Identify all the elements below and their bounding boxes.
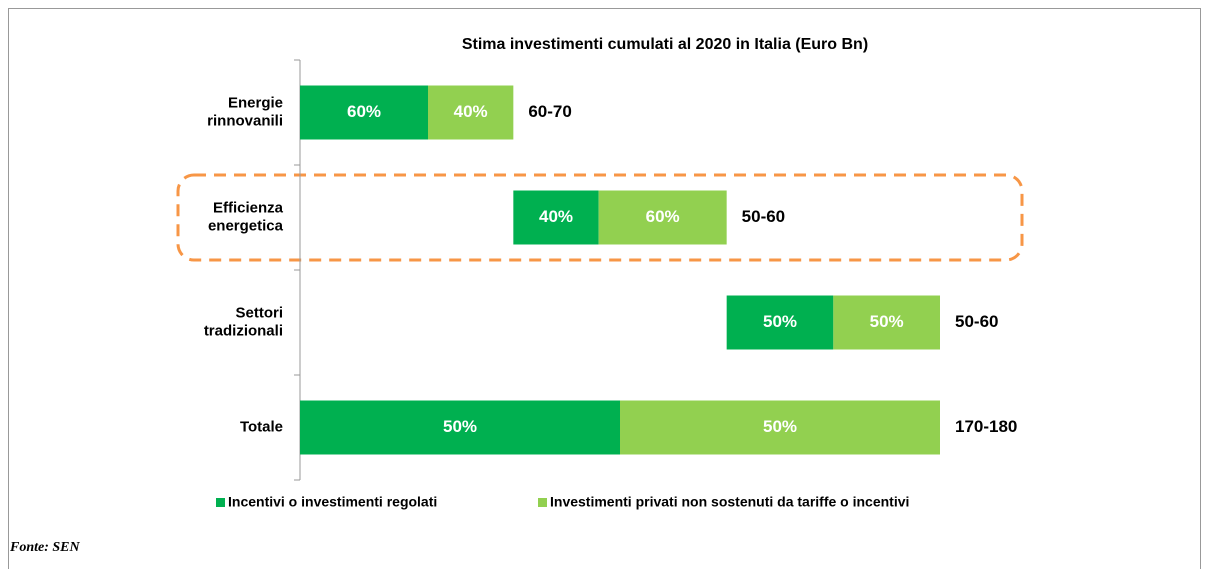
chart-title: Stima investimenti cumulati al 2020 in I… <box>462 36 868 53</box>
highlight-box <box>176 173 1024 262</box>
bar-segment <box>428 85 514 140</box>
bar-segment <box>300 400 620 455</box>
category-line: energetica <box>208 217 284 234</box>
legend-label: Investimenti privati non sostenuti da ta… <box>550 494 909 510</box>
category-line: tradizionali <box>204 322 283 339</box>
value-label: 40% <box>539 207 573 226</box>
category-label: Efficienza energetica <box>208 199 284 234</box>
legend-swatch <box>538 498 547 507</box>
category-line: rinnovanili <box>207 112 283 129</box>
value-label: 50% <box>763 417 797 436</box>
value-label: 50% <box>443 417 477 436</box>
bar-segment <box>513 190 599 245</box>
legend-label: Incentivi o investimenti regolati <box>228 494 437 510</box>
range-label: 50-60 <box>955 312 998 331</box>
frame <box>8 8 1201 569</box>
bar-segment <box>620 400 940 455</box>
value-label: 40% <box>454 102 488 121</box>
category-line: Settori <box>235 304 283 321</box>
bar-segment <box>726 295 834 350</box>
category-line: Energie <box>228 94 283 111</box>
category-label: Energie rinnovanili <box>207 94 283 129</box>
range-label: 170-180 <box>955 417 1017 436</box>
bar-segment <box>833 295 940 350</box>
source: Fonte: SEN <box>9 540 81 555</box>
category-label: Settori tradizionali <box>204 304 283 339</box>
legend-swatch <box>216 498 225 507</box>
bar-segment <box>300 85 428 140</box>
category-line: Totale <box>240 418 283 435</box>
range-label: 60-70 <box>528 102 571 121</box>
category-label: Totale <box>240 418 283 435</box>
range-label: 50-60 <box>742 207 785 226</box>
value-label: 60% <box>646 207 680 226</box>
category-line: Efficienza <box>213 199 284 216</box>
value-label: 50% <box>763 312 797 331</box>
value-label: 60% <box>347 102 381 121</box>
value-label: 50% <box>870 312 904 331</box>
bar-segment <box>598 190 727 245</box>
